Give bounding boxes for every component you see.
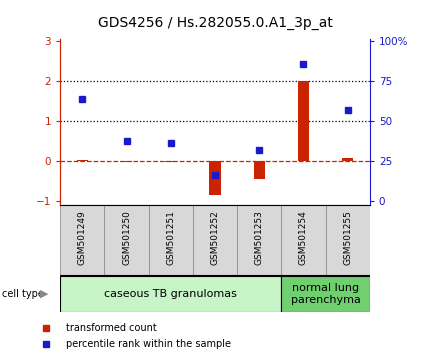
Bar [104,205,149,276]
Bar [209,161,221,195]
Text: GSM501255: GSM501255 [343,210,352,265]
Text: caseous TB granulomas: caseous TB granulomas [104,289,237,299]
Text: GSM501254: GSM501254 [299,210,308,265]
Bar [60,276,281,312]
Text: GSM501251: GSM501251 [166,210,175,265]
Text: GDS4256 / Hs.282055.0.A1_3p_at: GDS4256 / Hs.282055.0.A1_3p_at [98,16,332,30]
Text: ▶: ▶ [40,289,49,299]
Bar [149,205,193,276]
Bar [60,205,104,276]
Bar [326,205,370,276]
Bar [342,158,353,161]
Bar [254,161,265,179]
Text: percentile rank within the sample: percentile rank within the sample [66,339,231,349]
Text: normal lung
parenchyma: normal lung parenchyma [291,283,360,305]
Text: GSM501249: GSM501249 [78,210,87,265]
Text: GSM501252: GSM501252 [211,210,219,265]
Bar [281,205,326,276]
Bar [281,276,370,312]
Bar [237,205,281,276]
Bar [77,160,88,161]
Bar [165,161,176,162]
Text: GSM501250: GSM501250 [122,210,131,265]
Text: GSM501253: GSM501253 [255,210,264,265]
Bar [193,205,237,276]
Bar [298,81,309,161]
Text: cell type: cell type [2,289,44,299]
Text: transformed count: transformed count [66,323,157,333]
Bar [121,161,132,162]
